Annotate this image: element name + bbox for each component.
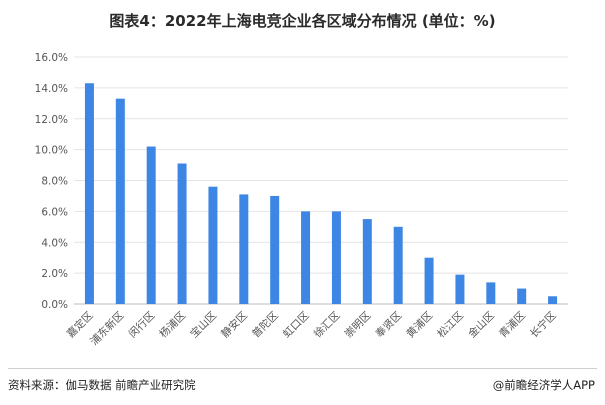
bars <box>84 83 558 305</box>
credit-label: @前瞻经济学人APP <box>492 378 595 392</box>
x-tick-label: 长宁区 <box>527 309 558 340</box>
x-tick-label: 青浦区 <box>496 309 527 340</box>
gridlines <box>74 56 568 305</box>
y-tick-label: 6.0% <box>41 206 68 218</box>
x-tick-label: 闵行区 <box>126 309 157 340</box>
x-tick-label: 虹口区 <box>281 310 312 341</box>
y-axis-tick-labels: 0.0% 2.0% 4.0% 6.0% 8.0% 10.0% 12.0% 14.0% 16.0% <box>35 52 68 311</box>
x-tick-label: 松江区 <box>435 309 466 340</box>
y-tick-label: 0.0% <box>41 299 68 311</box>
source-note: 资料来源：伽马数据 前瞻产业研究院 <box>8 378 196 392</box>
bar <box>455 274 465 304</box>
x-tick-label: 徐汇区 <box>311 309 342 340</box>
bar <box>115 98 125 305</box>
bar <box>424 257 434 304</box>
x-tick-label: 金山区 <box>465 309 496 340</box>
bar <box>393 226 403 304</box>
bar <box>146 146 156 304</box>
bar <box>486 282 496 304</box>
y-tick-label: 2.0% <box>41 268 68 280</box>
bar <box>362 219 372 304</box>
x-tick-label: 静安区 <box>218 309 249 340</box>
bar <box>301 211 311 304</box>
bar <box>331 211 341 304</box>
y-tick-label: 14.0% <box>35 83 68 95</box>
bar-chart: 0.0% 2.0% 4.0% 6.0% 8.0% 10.0% 12.0% 14.0% 16.0%… <box>35 52 568 348</box>
chart-title: 图表4：2022年上海电竞企业各区域分布情况 (单位：%) <box>109 12 496 30</box>
x-tick-label: 杨浦区 <box>157 309 188 340</box>
bar <box>208 186 218 304</box>
bar <box>84 83 94 305</box>
bar <box>548 296 558 304</box>
x-tick-label: 黄浦区 <box>404 309 435 340</box>
x-tick-label: 宝山区 <box>188 309 219 340</box>
x-tick-label: 浦东新区 <box>88 309 127 348</box>
y-tick-label: 12.0% <box>35 114 68 126</box>
bar <box>239 194 249 304</box>
bar <box>270 195 280 304</box>
x-tick-label: 普陀区 <box>249 309 280 340</box>
y-tick-label: 16.0% <box>35 52 68 64</box>
x-tick-label: 崇明区 <box>343 310 374 341</box>
footer-divider <box>8 368 597 369</box>
y-tick-label: 8.0% <box>41 176 68 188</box>
y-tick-label: 10.0% <box>35 145 68 157</box>
bar <box>517 288 527 304</box>
x-tick-label: 奉贤区 <box>373 309 404 340</box>
footer: 资料来源：伽马数据 前瞻产业研究院 @前瞻经济学人APP <box>0 368 605 405</box>
bar <box>177 163 187 304</box>
y-tick-label: 4.0% <box>41 237 68 249</box>
